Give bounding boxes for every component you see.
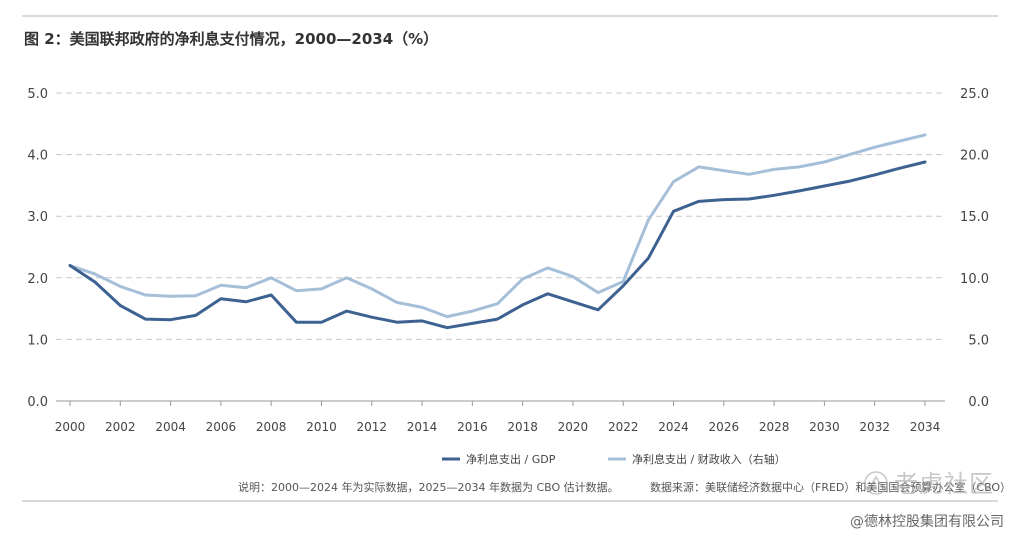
x-tick-label: 2022 (608, 420, 639, 434)
x-tick-label: 2034 (910, 420, 941, 434)
x-tick-label: 2020 (558, 420, 589, 434)
x-tick-label: 2016 (457, 420, 488, 434)
y-right-tick-label: 20.0 (960, 149, 989, 164)
y-axis-right-ticks: 0.0 5.0 10.0 15.0 20.0 25.0 (960, 87, 989, 410)
x-tick-label: 2012 (356, 420, 387, 434)
watermark-text: 老虎社区 (894, 470, 994, 498)
x-tick-label: 2026 (709, 420, 740, 434)
x-tick-label: 2010 (306, 420, 337, 434)
footnote-source: 数据来源：美联储经济数据中心（FRED）和美国国会预算办公室（CBO） (650, 480, 1011, 494)
legend-label-debt-gdp: 净利息支出 / GDP (466, 452, 556, 466)
chart-title: 图 2：美国联邦政府的净利息支付情况，2000—2034（%） (24, 30, 438, 48)
y-axis-left-ticks: 0.0 1.0 2.0 3.0 4.0 5.0 (27, 87, 48, 410)
y-left-tick-label: 5.0 (27, 87, 48, 102)
y-right-tick-label: 25.0 (960, 87, 989, 102)
watermark-logo-mark (869, 475, 883, 488)
x-tick-label: 2028 (759, 420, 790, 434)
grid-lines (56, 92, 945, 402)
y-left-tick-label: 1.0 (27, 333, 48, 348)
x-tick-label: 2008 (256, 420, 287, 434)
x-tick-label: 2004 (155, 420, 186, 434)
credit-text: @德林控股集团有限公司 (850, 513, 1004, 530)
x-tick-label: 2030 (809, 420, 840, 434)
x-tick-label: 2006 (206, 420, 237, 434)
watermark-logo-icon (864, 471, 888, 495)
x-tick-label: 2024 (658, 420, 689, 434)
series-lines (68, 133, 927, 330)
x-axis-ticks: 2000 2002 2004 2006 2008 2010 2012 2014 2016 2018… (55, 401, 941, 434)
footnote-note: 说明：2000—2024 年为实际数据，2025—2034 年数据为 CBO 估… (238, 480, 619, 494)
x-tick-label: 2018 (507, 420, 538, 434)
y-right-tick-label: 15.0 (960, 210, 989, 225)
legend: 净利息支出 / GDP 净利息支出 / 财政收入（右轴） (442, 452, 786, 466)
y-left-tick-label: 3.0 (27, 210, 48, 225)
x-tick-label: 2032 (859, 420, 890, 434)
y-left-tick-label: 4.0 (27, 149, 48, 164)
series-line-debt-gdp (68, 160, 927, 330)
x-tick-label: 2014 (407, 420, 438, 434)
y-left-tick-label: 0.0 (27, 395, 48, 410)
x-tick-label: 2002 (105, 420, 136, 434)
series-line-debt-revenue (68, 133, 927, 319)
y-right-tick-label: 5.0 (968, 333, 989, 348)
y-right-tick-label: 0.0 (968, 395, 989, 410)
y-right-tick-label: 10.0 (960, 272, 989, 287)
x-tick-label: 2000 (55, 420, 86, 434)
legend-label-debt-revenue: 净利息支出 / 财政收入（右轴） (632, 452, 786, 466)
watermark: 老虎社区 (864, 470, 994, 498)
y-left-tick-label: 2.0 (27, 272, 48, 287)
